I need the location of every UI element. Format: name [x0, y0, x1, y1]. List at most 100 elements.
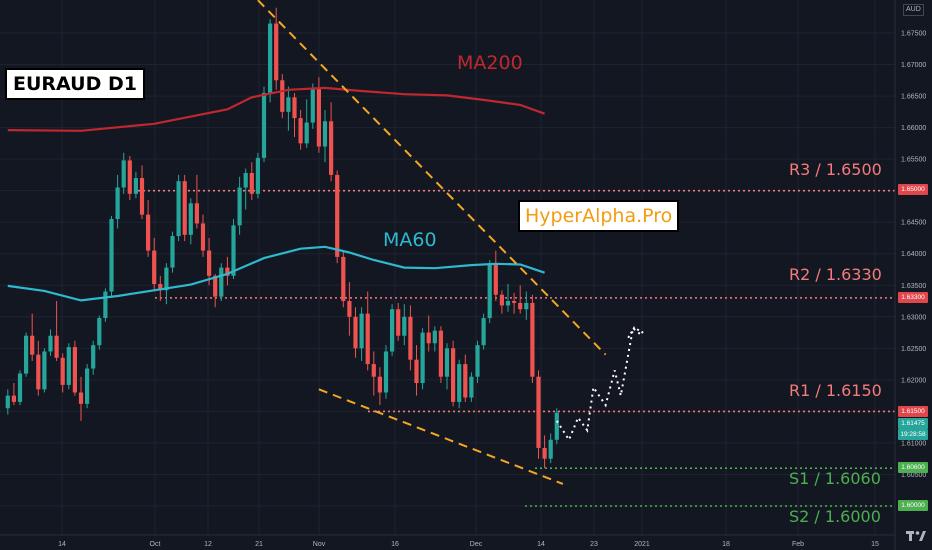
price-tick-label: 1.66500	[901, 94, 926, 101]
candle-body	[341, 256, 346, 302]
candle-body	[11, 395, 16, 402]
candle-body	[237, 187, 242, 226]
price-tick-label: 1.63500	[901, 283, 926, 290]
candle-body	[475, 345, 480, 377]
candle-body	[499, 294, 504, 306]
candle-body	[170, 236, 175, 268]
candle-body	[200, 223, 206, 251]
candle-body	[524, 302, 529, 310]
candle-body	[402, 316, 407, 336]
time-tick-label: 12	[204, 541, 212, 548]
level-r3-label: R3 / 1.6500	[789, 160, 882, 179]
candle-body	[292, 97, 297, 119]
candle-body	[396, 309, 401, 336]
candle-body	[121, 160, 126, 188]
candle-body	[194, 203, 199, 224]
candle-body	[347, 301, 352, 317]
candles-layer	[5, 7, 559, 469]
candle-body	[85, 368, 90, 404]
candle-body	[207, 250, 212, 276]
price-tick-label: 1.60500	[901, 472, 926, 479]
level-s1-price-tag: 1.60600	[898, 462, 928, 473]
candle-body	[30, 335, 35, 355]
candle-body	[97, 318, 102, 346]
candle-body	[188, 203, 193, 235]
candle-body	[420, 332, 425, 384]
level-lines	[138, 189, 895, 507]
candle-body	[127, 160, 132, 194]
price-tick-label: 1.66000	[901, 125, 926, 132]
level-s2-label: S2 / 1.6000	[789, 507, 881, 526]
candle-body	[304, 122, 309, 144]
candle-body	[365, 313, 370, 365]
level-r1-label: R1 / 1.6150	[789, 381, 882, 400]
candle-body	[231, 225, 236, 276]
price-tick-label: 1.67000	[901, 62, 926, 69]
price-tick-label: 1.65500	[901, 157, 926, 164]
time-tick-label: 2021	[634, 541, 650, 548]
candle-body	[176, 181, 181, 237]
candle-body	[268, 23, 273, 93]
candle-body	[371, 364, 376, 377]
ma60-label: MA60	[383, 229, 437, 251]
time-tick-label: Dec	[470, 541, 483, 548]
tradingview-logo-icon[interactable]	[905, 529, 927, 543]
candle-body	[139, 178, 145, 215]
candle-body	[42, 351, 47, 390]
candle-body	[91, 345, 96, 369]
ma60-line	[7, 245, 545, 302]
candle-body	[469, 376, 474, 398]
candle-body	[249, 173, 254, 194]
candle-body	[481, 318, 486, 346]
candle-body	[390, 309, 395, 352]
price-tick-label: 1.64500	[901, 220, 926, 227]
candle-body	[414, 359, 419, 384]
time-tick-label: 16	[391, 541, 399, 548]
time-tick-label: Oct	[150, 541, 161, 548]
candle-body	[444, 348, 450, 377]
candle-body	[408, 316, 413, 360]
trendline-upper	[257, 0, 607, 356]
current-price-tag: 1.61475	[898, 418, 928, 429]
candle-body	[48, 335, 53, 352]
candle-body	[505, 301, 511, 306]
candle-body	[219, 267, 224, 297]
level-r3-price-tag: 1.65000	[898, 184, 928, 195]
brand-badge: HyperAlpha.Pro	[518, 200, 680, 232]
projection-arrow-head	[627, 326, 644, 339]
time-tick-label: Nov	[313, 541, 326, 548]
currency-unit-label[interactable]: AUD	[903, 4, 924, 16]
candle-body	[310, 88, 315, 123]
candle-body	[457, 364, 462, 402]
candle-body	[512, 301, 517, 303]
candle-body	[530, 302, 535, 377]
candle-body	[213, 275, 218, 297]
candle-body	[182, 181, 187, 235]
candle-body	[109, 219, 114, 292]
candle-body	[66, 347, 71, 385]
level-s2-price-tag: 1.60000	[898, 500, 928, 511]
candle-body	[451, 348, 456, 402]
price-tick-label: 1.62000	[901, 377, 926, 384]
candle-body	[280, 80, 285, 112]
price-tick-label: 1.63000	[901, 314, 926, 321]
price-tick-label: 1.61000	[901, 440, 926, 447]
level-r2-label: R2 / 1.6330	[789, 265, 882, 284]
time-tick-label: 21	[255, 541, 263, 548]
bar-countdown-tag: 19:28:58	[898, 429, 928, 440]
candle-body	[335, 174, 340, 257]
level-s1-label: S1 / 1.6060	[789, 469, 881, 488]
time-axis-ticks[interactable]: 14 Oct 12 21 Nov 16 Dec 14 23 2021 18 Feb 15	[58, 541, 879, 548]
candle-body	[554, 412, 559, 440]
candle-body	[353, 316, 358, 349]
candle-body	[133, 178, 138, 194]
candle-body	[377, 376, 382, 393]
candle-body	[426, 332, 431, 344]
level-r2-price-tag: 1.63300	[898, 292, 928, 303]
candle-body	[493, 263, 498, 295]
candle-body	[158, 284, 163, 291]
candle-body	[78, 392, 84, 404]
candle-body	[261, 92, 267, 158]
ma200-label: MA200	[457, 52, 523, 74]
